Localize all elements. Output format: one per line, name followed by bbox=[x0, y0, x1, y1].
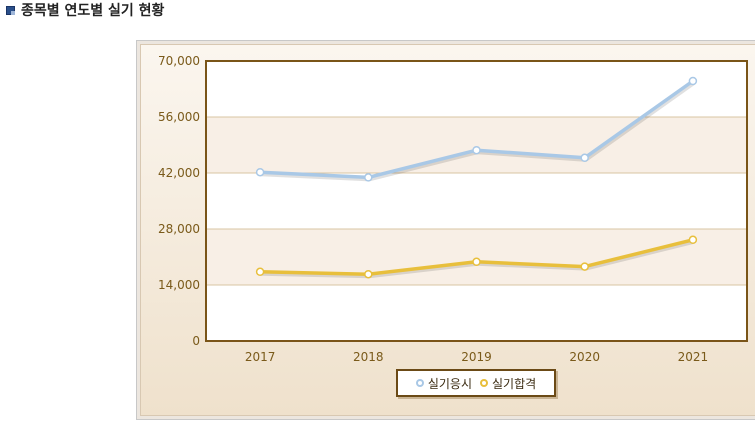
legend-label-series-1: 실기응시 bbox=[427, 376, 472, 391]
legend-item-series-1[interactable]: 실기응시 bbox=[415, 375, 472, 392]
x-tick-label: 2018 bbox=[353, 350, 384, 364]
data-point-1 bbox=[255, 167, 265, 177]
data-point-2 bbox=[472, 257, 481, 267]
data-point-2 bbox=[580, 262, 589, 271]
x-tick-label: 2017 bbox=[245, 350, 276, 364]
section-title-text: 종목별 연도별 실기 현황 bbox=[21, 3, 165, 19]
plot-border bbox=[205, 60, 748, 342]
y-tick-label: 14,000 bbox=[158, 278, 200, 292]
y-tick-label: 28,000 bbox=[158, 222, 200, 236]
plot-band bbox=[206, 229, 747, 285]
data-point-2 bbox=[364, 269, 373, 279]
bullet-icon bbox=[6, 5, 15, 15]
data-point-1 bbox=[472, 145, 481, 155]
plot-band bbox=[206, 285, 747, 341]
chart-legend: 실기응시 실기합격 bbox=[396, 369, 556, 397]
data-point-1 bbox=[580, 153, 589, 163]
plot-band bbox=[206, 173, 747, 229]
plot-band bbox=[206, 117, 747, 173]
data-point-2 bbox=[255, 267, 265, 277]
legend-item-series-2[interactable]: 실기합격 bbox=[480, 375, 536, 392]
x-tick-label: 2019 bbox=[461, 350, 492, 364]
y-tick-label: 56,000 bbox=[158, 110, 200, 124]
plot-band bbox=[206, 61, 747, 117]
y-tick-label: 42,000 bbox=[158, 166, 200, 180]
legend-label-series-2: 실기합격 bbox=[492, 376, 537, 391]
legend-marker-series-2 bbox=[480, 379, 488, 387]
data-point-2 bbox=[688, 235, 698, 245]
y-tick-label: 0 bbox=[192, 334, 200, 348]
x-tick-label: 2021 bbox=[678, 350, 709, 364]
data-point-1 bbox=[364, 173, 373, 182]
data-point-1 bbox=[688, 76, 698, 86]
y-tick-label: 70,000 bbox=[158, 54, 200, 68]
x-tick-label: 2020 bbox=[569, 350, 600, 364]
legend-marker-series-1 bbox=[415, 379, 424, 387]
section-title: 종목별 연도별 실기 현황 bbox=[6, 0, 164, 20]
